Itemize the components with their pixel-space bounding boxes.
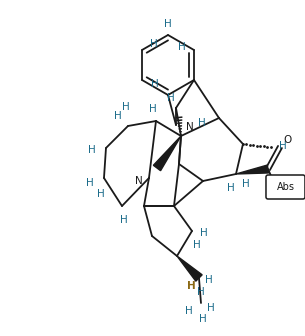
Text: H: H — [114, 111, 122, 121]
Text: H: H — [242, 179, 250, 189]
Text: H: H — [227, 183, 235, 193]
Text: N: N — [186, 122, 194, 132]
Text: H: H — [199, 314, 207, 324]
Text: H: H — [149, 104, 157, 114]
Text: H: H — [185, 306, 193, 316]
Text: H: H — [200, 228, 208, 238]
Text: H: H — [97, 189, 105, 199]
Text: H: H — [198, 118, 206, 128]
Text: H: H — [205, 275, 213, 285]
Polygon shape — [153, 136, 181, 171]
Text: N: N — [135, 176, 143, 186]
Text: H: H — [150, 39, 158, 49]
Text: H: H — [122, 102, 130, 112]
Text: H: H — [164, 19, 172, 29]
Text: H: H — [88, 145, 96, 155]
Text: H: H — [86, 178, 94, 188]
Text: H: H — [178, 42, 186, 52]
FancyBboxPatch shape — [266, 175, 305, 199]
Text: H: H — [193, 240, 201, 250]
Text: H: H — [279, 141, 287, 151]
Text: H: H — [207, 303, 215, 313]
Polygon shape — [177, 256, 202, 281]
Text: H: H — [151, 79, 159, 89]
Text: Abs: Abs — [276, 182, 295, 192]
Text: H: H — [120, 215, 128, 225]
Text: O: O — [284, 135, 292, 145]
Polygon shape — [236, 165, 269, 174]
Text: H: H — [197, 287, 205, 297]
Text: H: H — [187, 281, 196, 291]
Text: H: H — [167, 93, 175, 103]
